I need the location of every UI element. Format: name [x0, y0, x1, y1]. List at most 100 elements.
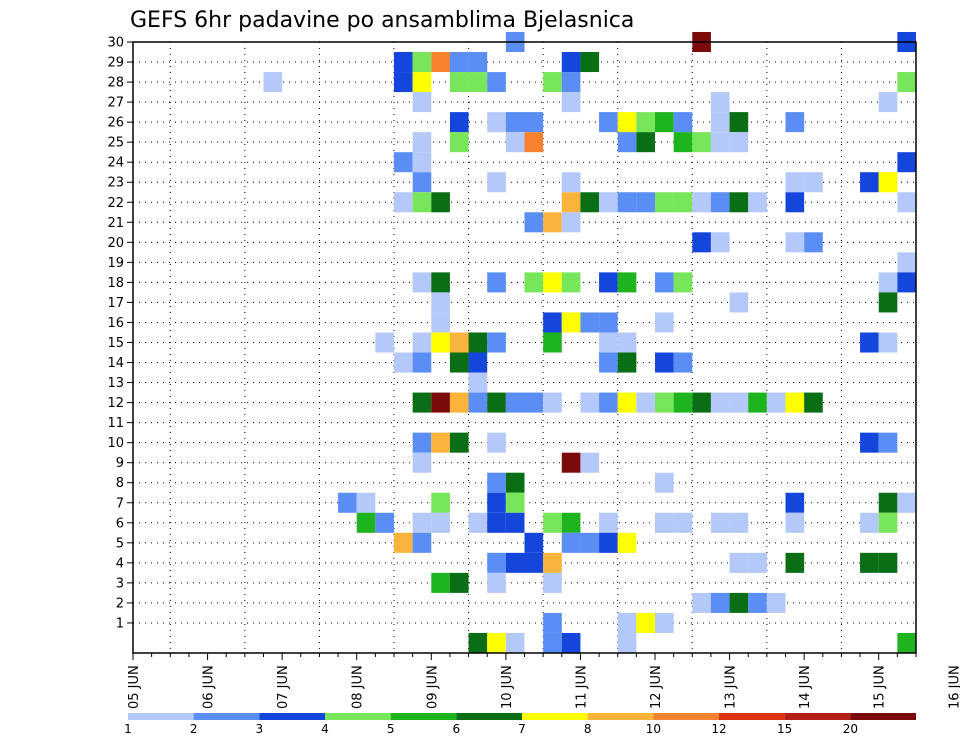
precip-cell: [636, 112, 655, 133]
legend-swatch: [128, 713, 194, 720]
precip-cell: [878, 492, 898, 513]
x-tick-label: 16 JUN: [947, 665, 960, 709]
precip-cell: [710, 392, 730, 413]
precip-cell: [449, 432, 469, 453]
precip-cell: [487, 112, 506, 133]
precip-cell: [524, 212, 544, 233]
precip-cell: [599, 512, 618, 533]
precip-cell: [561, 632, 581, 653]
precip-cell: [505, 132, 525, 153]
precip-cell: [897, 632, 916, 653]
precip-cell: [617, 632, 637, 653]
y-tick-label: 10: [107, 436, 124, 451]
precip-cell: [394, 152, 413, 173]
precip-cell: [505, 112, 525, 133]
precip-cell: [580, 52, 600, 73]
legend-label: 7: [518, 722, 526, 736]
legend-swatch: [719, 713, 785, 720]
legend-label: 6: [453, 722, 461, 736]
y-tick-label: 28: [107, 76, 124, 91]
precip-cell: [636, 392, 655, 413]
legend-label: 12: [711, 722, 726, 736]
precip-cell: [561, 52, 581, 73]
precip-cell: [449, 112, 469, 133]
precip-cell: [394, 192, 413, 213]
y-tick-label: 17: [107, 296, 124, 311]
x-tick-label: 07 JUN: [276, 665, 291, 709]
precip-cell: [561, 72, 581, 93]
precip-cell: [487, 632, 506, 653]
precip-cell: [729, 132, 749, 153]
precip-cell: [431, 292, 450, 313]
precip-cell: [468, 512, 488, 533]
precip-cell: [412, 432, 432, 453]
precip-cell: [543, 572, 562, 593]
precip-cell: [412, 72, 432, 93]
y-tick-label: 19: [107, 256, 124, 271]
precip-cell: [897, 72, 916, 93]
precip-cell: [524, 132, 544, 153]
precip-cell: [412, 332, 432, 353]
precip-cell: [449, 52, 469, 73]
precip-cell: [487, 572, 506, 593]
precip-cell: [878, 432, 898, 453]
precip-cell: [673, 392, 693, 413]
precip-cell: [580, 312, 600, 333]
y-tick-label: 11: [107, 416, 124, 431]
precip-cell: [617, 112, 637, 133]
precip-cell: [338, 492, 357, 513]
y-tick-label: 21: [107, 216, 124, 231]
x-tick-label: 14 JUN: [798, 665, 813, 709]
precip-cell: [878, 292, 898, 313]
precip-cell: [860, 512, 879, 533]
precip-cell: [449, 352, 469, 373]
precip-cell: [897, 252, 916, 273]
precip-cell: [617, 532, 637, 553]
precip-cell: [487, 492, 506, 513]
precip-cell: [543, 512, 562, 533]
precip-cell: [617, 332, 637, 353]
precip-cell: [412, 532, 432, 553]
precip-cell: [580, 192, 600, 213]
precip-cell: [599, 332, 618, 353]
precip-cell: [524, 272, 544, 293]
precip-cell: [655, 192, 674, 213]
precip-cell: [487, 392, 506, 413]
precip-cell: [748, 592, 767, 613]
precip-cell: [412, 92, 432, 113]
precip-cell: [655, 512, 674, 533]
precip-cell: [599, 192, 618, 213]
precip-cell: [748, 392, 767, 413]
precip-cell: [394, 532, 413, 553]
precip-cell: [692, 592, 711, 613]
precip-cell: [543, 72, 562, 93]
precip-cell: [561, 272, 581, 293]
precip-cell: [543, 612, 562, 633]
precip-cell: [487, 512, 506, 533]
y-tick-label: 12: [107, 396, 124, 411]
precip-cell: [599, 312, 618, 333]
y-tick-label: 7: [116, 496, 124, 511]
precip-cell: [692, 192, 711, 213]
legend-label: 20: [843, 722, 858, 736]
precip-cell: [487, 72, 506, 93]
legend-label: 5: [387, 722, 395, 736]
legend-swatch: [587, 713, 654, 720]
precip-cell: [394, 72, 413, 93]
precip-cell: [673, 352, 693, 373]
precip-cell: [468, 72, 488, 93]
precip-cell: [673, 512, 693, 533]
precip-cell: [804, 392, 823, 413]
precip-cell: [617, 612, 637, 633]
precip-cell: [860, 172, 879, 193]
precip-cell: [468, 632, 488, 653]
legend-label: 15: [777, 722, 792, 736]
y-tick-label: 25: [107, 136, 124, 151]
precip-cell: [617, 272, 637, 293]
precip-cell: [561, 92, 581, 113]
legend-label: 4: [321, 722, 329, 736]
precip-cell: [487, 332, 506, 353]
legend-swatch: [259, 713, 325, 720]
precip-cell: [487, 472, 506, 493]
x-tick-label: 08 JUN: [351, 665, 366, 709]
